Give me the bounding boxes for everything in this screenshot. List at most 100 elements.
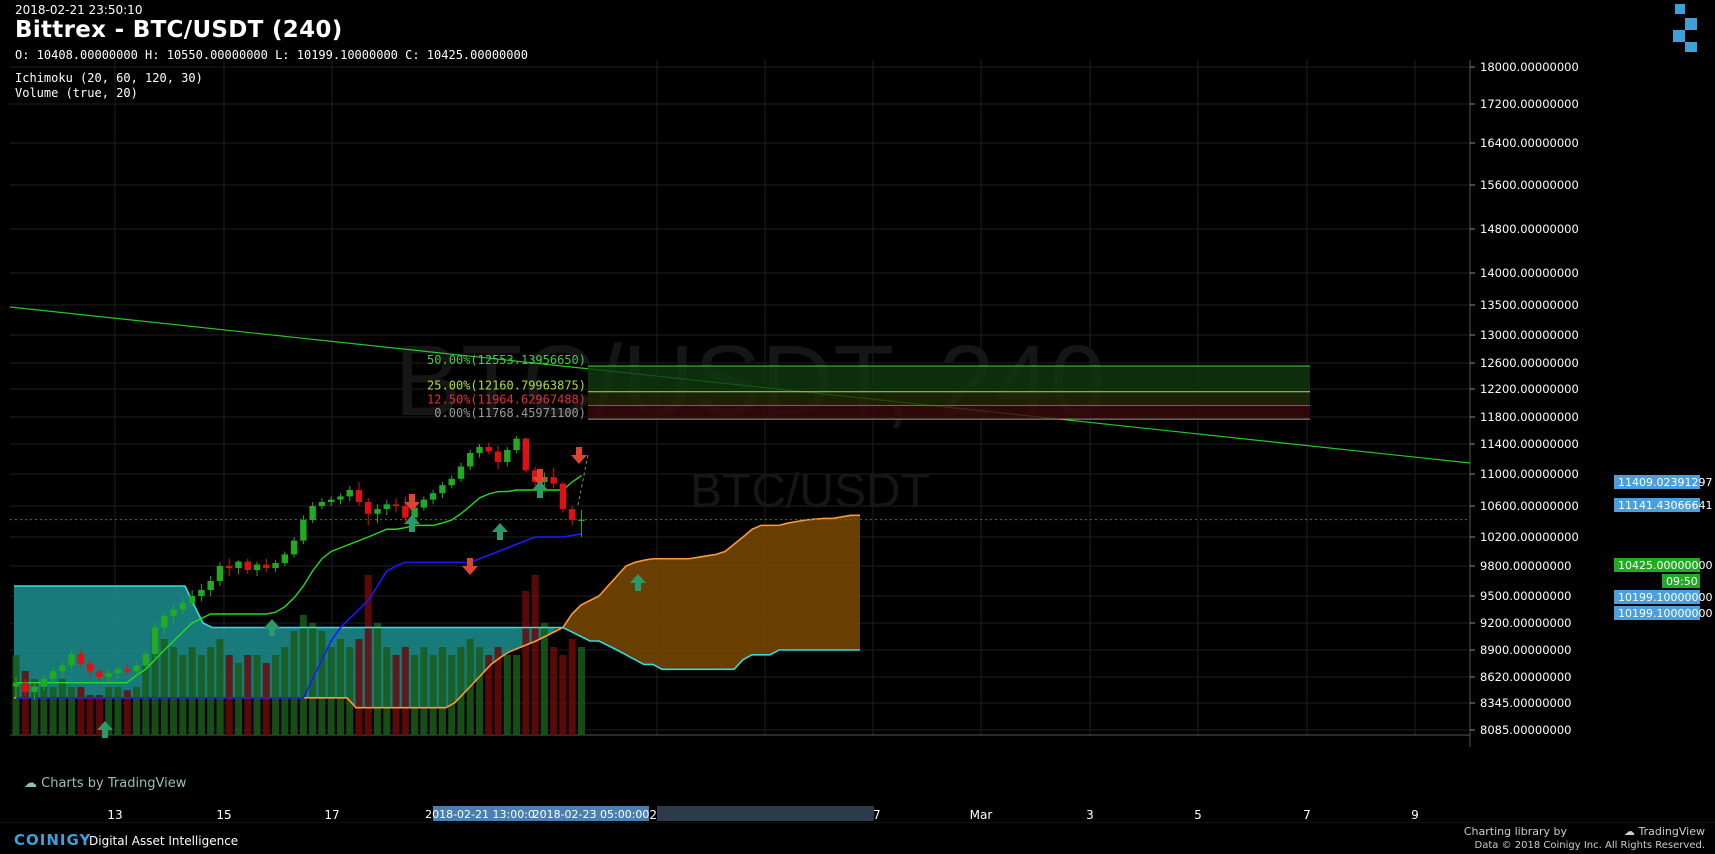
volume-bar (364, 575, 372, 735)
volume-bar (411, 655, 419, 735)
candle-body (188, 596, 196, 604)
volume-bar (225, 655, 233, 735)
x-tick-label: 9 (1411, 808, 1419, 822)
buy-arrow (492, 523, 508, 540)
volume-bar (457, 647, 465, 735)
candle-body (68, 653, 75, 666)
y-tick-label: 8085.00000000 (1480, 723, 1571, 737)
coinigy-logo[interactable] (1647, 0, 1715, 62)
x-highlight-range (433, 806, 649, 821)
chart-title: Bittrex - BTC/USDT (240) (15, 17, 343, 43)
fib-zone-mid (588, 391, 1310, 406)
volume-bar (494, 647, 502, 735)
candle-body (263, 564, 270, 568)
candle-body (281, 554, 289, 564)
candle-body (485, 447, 492, 452)
cloud-icon: ☁ (1624, 825, 1636, 838)
footer-tagline: Digital Asset Intelligence (89, 834, 239, 848)
cloud-icon: ☁ (24, 776, 37, 791)
footer-brand[interactable]: COINIGY (14, 831, 92, 849)
y-badge (1662, 574, 1700, 588)
volume-bar (438, 647, 446, 735)
candle-body (531, 470, 539, 482)
candle-body (402, 506, 409, 518)
volume-bar (142, 663, 150, 735)
volume-bar (123, 690, 131, 735)
volume-bar (318, 631, 326, 735)
fib-connector (577, 454, 589, 506)
volume-bar (429, 655, 437, 735)
candle-body (476, 447, 483, 453)
x-highlight-label: 2018-02-23 05:00:00 (533, 808, 650, 821)
volume-bar (244, 655, 252, 735)
volume-bar (420, 647, 428, 735)
indicator-ichimoku[interactable]: Ichimoku (20, 60, 120, 30) (15, 71, 203, 85)
volume-bar (346, 647, 354, 735)
y-tick-label: 17200.00000000 (1480, 97, 1579, 111)
sell-arrow (532, 469, 548, 486)
y-tick-label: 13000.00000000 (1480, 328, 1579, 342)
candle-body (429, 493, 437, 500)
volume-bar (485, 655, 493, 735)
charting-library-label: Charting library by (1463, 825, 1567, 838)
signal-arrows (97, 447, 646, 738)
volume-bar (216, 639, 224, 735)
data-copyright: Data © 2018 Coinigy Inc. All Rights Rese… (1474, 840, 1705, 851)
y-tick-label: 13500.00000000 (1480, 298, 1579, 312)
volume-bar (49, 687, 57, 735)
y-badge-label: 11141.43066641 (1618, 499, 1712, 512)
volume-bar (374, 623, 382, 735)
watermark-small: BTC/USDT (690, 465, 930, 518)
volume-bar (327, 647, 335, 735)
candle-body (318, 502, 326, 506)
volume-bar (540, 623, 548, 735)
x-tick-label: 7 (1303, 808, 1311, 822)
volume-bar (151, 631, 159, 735)
volume-bar (133, 687, 141, 735)
volume-bar (290, 631, 298, 735)
candlesticks (12, 435, 585, 700)
y-badge-label: 10199.10000000 (1618, 591, 1712, 604)
candle-body (374, 509, 381, 514)
y-tick-label: 9500.00000000 (1480, 589, 1571, 603)
fib-label: 0.00%(11768.45971100) (434, 406, 586, 420)
coinigy-logo-icon (1673, 4, 1697, 52)
y-tick-label: 18000.00000000 (1480, 60, 1579, 74)
y-tick-label: 11000.00000000 (1480, 467, 1579, 481)
candle-body (133, 665, 140, 672)
volume-bar (559, 655, 567, 735)
buy-arrow (404, 515, 420, 532)
candle-body (124, 669, 131, 672)
y-badge-label: 10199.10000000 (1618, 607, 1712, 620)
candle-body (392, 504, 400, 506)
tradingview-link[interactable]: ☁ TradingView (1624, 825, 1705, 838)
volume-bar (503, 655, 511, 735)
y-tick-label: 9200.00000000 (1480, 616, 1571, 630)
candle-body (355, 490, 363, 502)
y-tick-label: 12200.00000000 (1480, 382, 1579, 396)
x-tick-label: 17 (324, 808, 339, 822)
tradingview-watermark[interactable]: ☁ Charts by TradingView (24, 776, 187, 791)
volume-bar (401, 647, 409, 735)
candle-body (179, 603, 187, 610)
indicator-volume[interactable]: Volume (true, 20) (15, 86, 138, 100)
candle-body (235, 561, 242, 568)
fib-label: 50.00%(12553.13956650) (427, 353, 586, 367)
y-badge (1614, 590, 1700, 604)
candle-body (439, 485, 446, 494)
buy-arrow (630, 574, 646, 591)
volume-bar (476, 647, 483, 735)
candle-body (31, 686, 38, 693)
candle-body (569, 509, 576, 520)
candle-body (244, 561, 251, 570)
volume-bar (336, 639, 344, 735)
timestamp: 2018-02-21 23:50:10 (15, 3, 143, 17)
candle-body (457, 466, 465, 479)
fibonacci-levels: 50.00%(12553.13956650) 25.00%(12160.79963… (427, 353, 1310, 506)
candle-body (346, 490, 353, 497)
candle-body (49, 671, 57, 679)
y-tick-label: 10200.00000000 (1480, 530, 1579, 544)
candle-body (207, 581, 214, 590)
x-axis: 131517232527Mar35792018-02-21 13:00:0201… (107, 806, 1419, 822)
